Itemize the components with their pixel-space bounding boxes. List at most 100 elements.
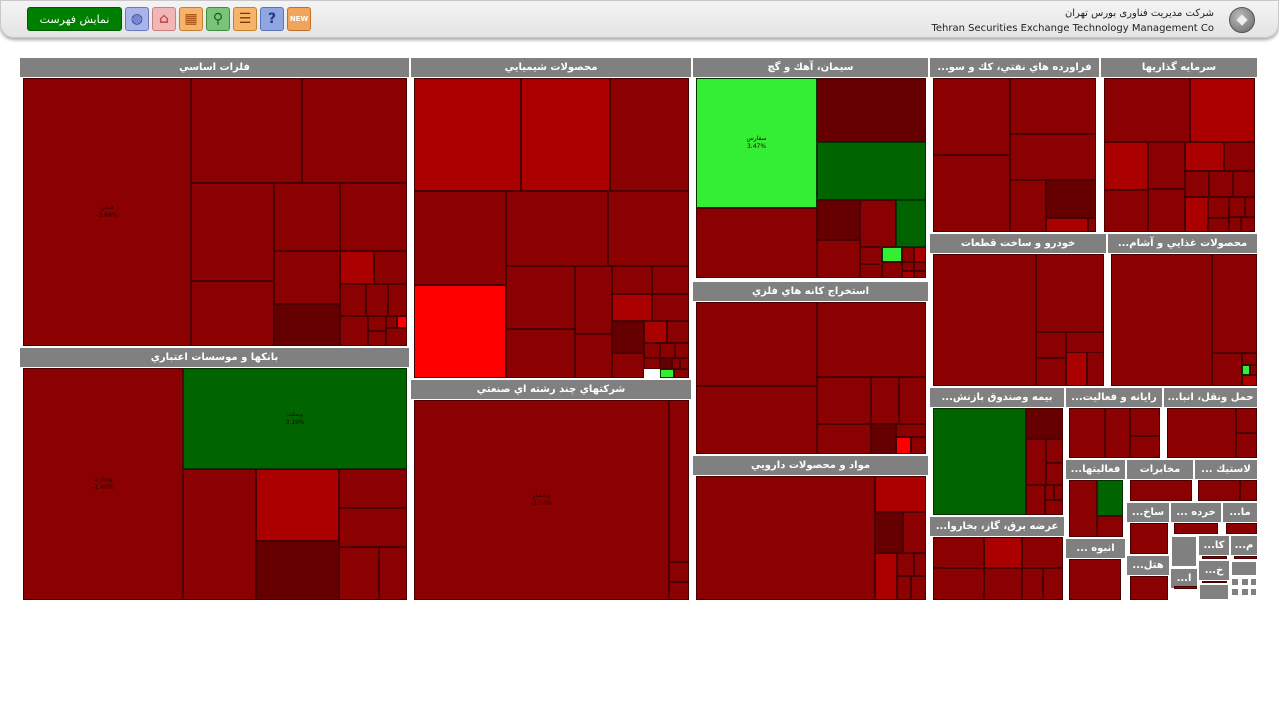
stock-tile[interactable] xyxy=(1104,78,1190,142)
globe-icon[interactable]: ◍ xyxy=(125,7,149,31)
sector-retail[interactable]: ... خرده xyxy=(1171,503,1221,534)
stock-tile[interactable] xyxy=(1130,523,1168,554)
stock-tile[interactable] xyxy=(652,266,689,294)
stock-tile[interactable] xyxy=(860,247,882,264)
stock-tile[interactable] xyxy=(644,321,667,343)
stock-tile[interactable] xyxy=(386,316,397,328)
stock-tile[interactable]: وبانصار -2.04% xyxy=(414,400,669,600)
stock-tile[interactable] xyxy=(1174,523,1218,534)
stock-tile[interactable] xyxy=(882,262,902,278)
stock-tile[interactable] xyxy=(984,568,1022,600)
small-sector-cell[interactable] xyxy=(1231,588,1239,596)
stock-tile[interactable] xyxy=(882,247,902,262)
stock-tile[interactable] xyxy=(660,343,675,358)
stock-tile[interactable] xyxy=(1069,408,1105,458)
stock-tile[interactable] xyxy=(1198,480,1240,501)
sector-chemicals[interactable]: محصولات شيميايي xyxy=(411,58,691,378)
stock-tile[interactable] xyxy=(660,358,672,369)
stock-tile[interactable] xyxy=(1097,480,1123,516)
stock-tile[interactable] xyxy=(612,266,652,294)
stock-tile[interactable] xyxy=(817,302,926,377)
stock-tile[interactable] xyxy=(1069,480,1097,537)
stock-tile[interactable] xyxy=(644,358,660,369)
stock-tile[interactable] xyxy=(1236,433,1257,458)
stock-tile[interactable] xyxy=(1224,142,1255,171)
sector-utilities[interactable]: ...عرضه برق، گاز، بخاروا xyxy=(930,517,1064,600)
sector-transport[interactable]: ...حمل ونقل، انبا xyxy=(1164,388,1257,458)
sector-m[interactable]: ...م xyxy=(1231,536,1257,559)
sector-header[interactable]: ...خ xyxy=(1199,561,1229,580)
stock-tile[interactable] xyxy=(875,512,903,553)
sector-automotive[interactable]: خودرو و ساخت قطعات xyxy=(930,234,1106,386)
stock-tile[interactable] xyxy=(183,469,256,600)
sector-header[interactable]: استخراج كانه هاي فلزي xyxy=(693,282,928,301)
message-icon[interactable]: ☰ xyxy=(233,7,257,31)
stock-tile[interactable] xyxy=(1026,408,1063,439)
stock-tile[interactable] xyxy=(1022,537,1063,568)
sector-header[interactable]: ...ساخ xyxy=(1127,503,1169,522)
stock-tile[interactable] xyxy=(860,264,882,278)
small-sector-cell[interactable] xyxy=(1231,561,1257,576)
small-sector-cell[interactable] xyxy=(1231,578,1239,586)
sector-metal-mining[interactable]: استخراج كانه هاي فلزي xyxy=(693,282,928,454)
stock-tile[interactable] xyxy=(914,247,926,262)
sector-header[interactable]: ...هتل xyxy=(1127,556,1169,575)
stock-tile[interactable] xyxy=(1242,375,1257,386)
stock-tile[interactable] xyxy=(191,183,274,281)
stock-tile[interactable] xyxy=(414,285,506,378)
stock-tile[interactable] xyxy=(817,377,871,424)
small-sector-cell[interactable] xyxy=(1241,578,1249,586)
sector-header[interactable]: ...عرضه برق، گاز، بخاروا xyxy=(930,517,1064,536)
stock-tile[interactable] xyxy=(1185,142,1224,171)
stock-tile[interactable] xyxy=(896,200,926,247)
stock-tile[interactable] xyxy=(521,78,610,191)
table-icon[interactable]: ▦ xyxy=(179,7,203,31)
stock-tile[interactable] xyxy=(984,537,1022,568)
stock-tile[interactable] xyxy=(340,284,366,316)
stock-tile[interactable] xyxy=(1185,171,1209,197)
sector-other-financial[interactable]: ...فعاليتها xyxy=(1066,460,1125,537)
stock-tile[interactable] xyxy=(339,547,379,600)
stock-tile[interactable] xyxy=(1202,556,1227,559)
stock-tile[interactable] xyxy=(610,78,689,191)
stock-tile[interactable] xyxy=(575,266,612,334)
stock-tile[interactable] xyxy=(191,281,274,346)
stock-tile[interactable] xyxy=(388,284,407,316)
stock-tile[interactable] xyxy=(1242,353,1257,365)
stock-tile[interactable] xyxy=(1130,436,1160,458)
sector-food[interactable]: ...محصولات غذايي و آشام xyxy=(1108,234,1257,386)
stock-tile[interactable] xyxy=(914,262,926,271)
stock-tile[interactable] xyxy=(340,183,407,251)
stock-tile[interactable] xyxy=(1229,197,1245,217)
stock-tile[interactable] xyxy=(1046,180,1096,218)
stock-tile[interactable] xyxy=(696,386,817,454)
stock-tile[interactable] xyxy=(1097,516,1123,537)
sector-hotel[interactable]: ...هتل xyxy=(1127,556,1169,600)
stock-tile[interactable] xyxy=(1010,78,1096,134)
sector-banks[interactable]: بانكها و موسسات اعتباري وتجارت -1.40% وبملت… xyxy=(20,348,409,600)
stock-tile[interactable] xyxy=(1130,480,1192,501)
stock-tile[interactable] xyxy=(667,321,689,343)
stock-tile[interactable] xyxy=(1010,180,1046,232)
sector-header[interactable]: مواد و محصولات دارويي xyxy=(693,456,928,475)
stock-tile[interactable] xyxy=(933,155,1010,232)
stock-tile[interactable] xyxy=(911,437,926,454)
stock-tile[interactable] xyxy=(1104,190,1148,232)
sector-basic-metals[interactable]: فلزات اساسي فملي -3.84% xyxy=(20,58,409,346)
sector-header[interactable]: ...ا xyxy=(1171,569,1197,588)
stock-tile[interactable] xyxy=(1130,408,1160,436)
sector-header[interactable]: ... خرده xyxy=(1171,503,1221,522)
sector-header[interactable]: ...بيمه وصندوق بازنش xyxy=(930,388,1064,407)
stock-tile[interactable]: وبملت 3.19% xyxy=(183,368,407,469)
stock-tile[interactable] xyxy=(1045,500,1063,515)
stock-tile[interactable] xyxy=(379,547,407,600)
stock-tile[interactable] xyxy=(1036,358,1066,386)
sector-construction[interactable]: ...ساخ xyxy=(1127,503,1169,554)
stock-tile[interactable] xyxy=(674,369,689,378)
stock-tile[interactable] xyxy=(1174,586,1197,589)
stock-tile[interactable] xyxy=(302,78,407,183)
sector-header[interactable]: ...محصولات غذايي و آشام xyxy=(1108,234,1257,253)
stock-tile[interactable] xyxy=(414,191,506,285)
stock-tile[interactable] xyxy=(1046,463,1063,485)
stock-tile[interactable]: وتجارت -1.40% xyxy=(23,368,183,600)
